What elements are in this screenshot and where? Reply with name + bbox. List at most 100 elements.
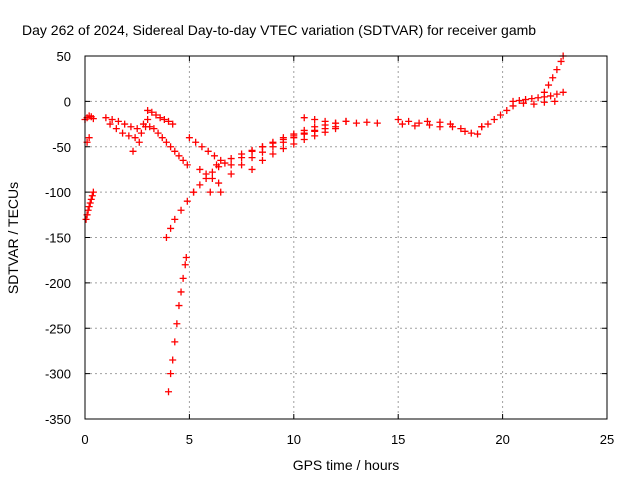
data-point (553, 66, 561, 74)
data-point (411, 122, 419, 130)
data-point (158, 134, 166, 142)
data-point (227, 161, 235, 169)
series-band-1 (217, 123, 340, 196)
data-point (137, 129, 145, 137)
data-point (86, 199, 94, 207)
data-point (131, 134, 139, 142)
data-point (545, 81, 553, 89)
data-point (474, 130, 482, 138)
data-point (175, 152, 183, 160)
data-point (135, 138, 143, 146)
data-point (87, 195, 95, 203)
data-point (405, 117, 413, 125)
grid-layer (85, 56, 607, 419)
chart-title: Day 262 of 2024, Sidereal Day-to-day VTE… (22, 22, 536, 38)
data-point (332, 119, 340, 127)
data-point (321, 117, 329, 125)
data-point (490, 116, 498, 124)
data-point (114, 117, 122, 125)
y-tick-label: -300 (45, 367, 71, 382)
data-point (238, 154, 246, 162)
x-axis-label: GPS time / hours (293, 457, 400, 473)
data-point (258, 156, 266, 164)
data-point (85, 134, 93, 142)
data-point (559, 88, 567, 96)
data-point (394, 116, 402, 124)
series-flat-mid (300, 114, 381, 127)
plot-frame (84, 55, 608, 420)
data-point (129, 147, 137, 155)
data-point (248, 154, 256, 162)
data-point (169, 356, 177, 364)
data-point (213, 161, 221, 169)
data-point (311, 116, 319, 124)
series-cluster-1 (102, 114, 152, 155)
data-point (311, 132, 319, 140)
data-point (363, 118, 371, 126)
data-point (133, 125, 141, 133)
data-point (551, 97, 559, 105)
data-point (208, 175, 216, 183)
data-point (478, 123, 486, 131)
data-point (221, 159, 229, 167)
data-point (540, 98, 548, 106)
data-point (436, 118, 444, 126)
data-point (227, 155, 235, 163)
data-point (179, 274, 187, 282)
data-point (169, 120, 177, 128)
y-tick-label: -250 (45, 321, 71, 336)
data-point (279, 134, 287, 142)
data-point (144, 116, 152, 124)
data-point (177, 206, 185, 214)
data-point (210, 152, 218, 160)
data-point (522, 96, 530, 104)
data-point (415, 119, 423, 127)
data-point (208, 168, 216, 176)
x-tick-label: 0 (81, 432, 88, 447)
data-point (148, 108, 156, 116)
data-point (426, 121, 434, 129)
x-tick-label: 25 (600, 432, 614, 447)
data-point (85, 203, 93, 211)
x-tick-label: 5 (186, 432, 193, 447)
data-point (181, 261, 189, 269)
y-tick-label: 0 (64, 94, 71, 109)
data-point (179, 156, 187, 164)
data-point (84, 206, 92, 214)
series-band-4 (394, 116, 486, 138)
data-point (121, 120, 129, 128)
data-point (530, 100, 538, 108)
data-point (167, 370, 175, 378)
y-tick-label: -150 (45, 231, 71, 246)
data-point (167, 143, 175, 151)
data-point (398, 120, 406, 128)
data-point (177, 288, 185, 296)
data-point (183, 161, 191, 169)
data-point (185, 134, 193, 142)
data-point (448, 123, 456, 131)
data-point (509, 97, 517, 105)
data-point (290, 140, 298, 148)
data-point (497, 111, 505, 119)
data-point (112, 125, 120, 133)
y-tick-label: 50 (57, 49, 71, 64)
data-point (165, 388, 173, 396)
data-point (171, 147, 179, 155)
data-point (423, 117, 431, 125)
data-point (182, 253, 190, 261)
y-tick-label: -350 (45, 412, 71, 427)
x-tick-label: 15 (391, 432, 405, 447)
data-point (196, 165, 204, 173)
y-tick-label: -200 (45, 276, 71, 291)
data-point (549, 74, 557, 82)
series-cluster-3 (185, 134, 225, 196)
data-point (279, 145, 287, 153)
data-point (269, 150, 277, 158)
data-point (352, 119, 360, 127)
data-point (162, 234, 170, 241)
data-point (156, 114, 164, 122)
series-early-flat (81, 112, 97, 146)
data-point (269, 138, 277, 146)
data-point (82, 215, 90, 223)
